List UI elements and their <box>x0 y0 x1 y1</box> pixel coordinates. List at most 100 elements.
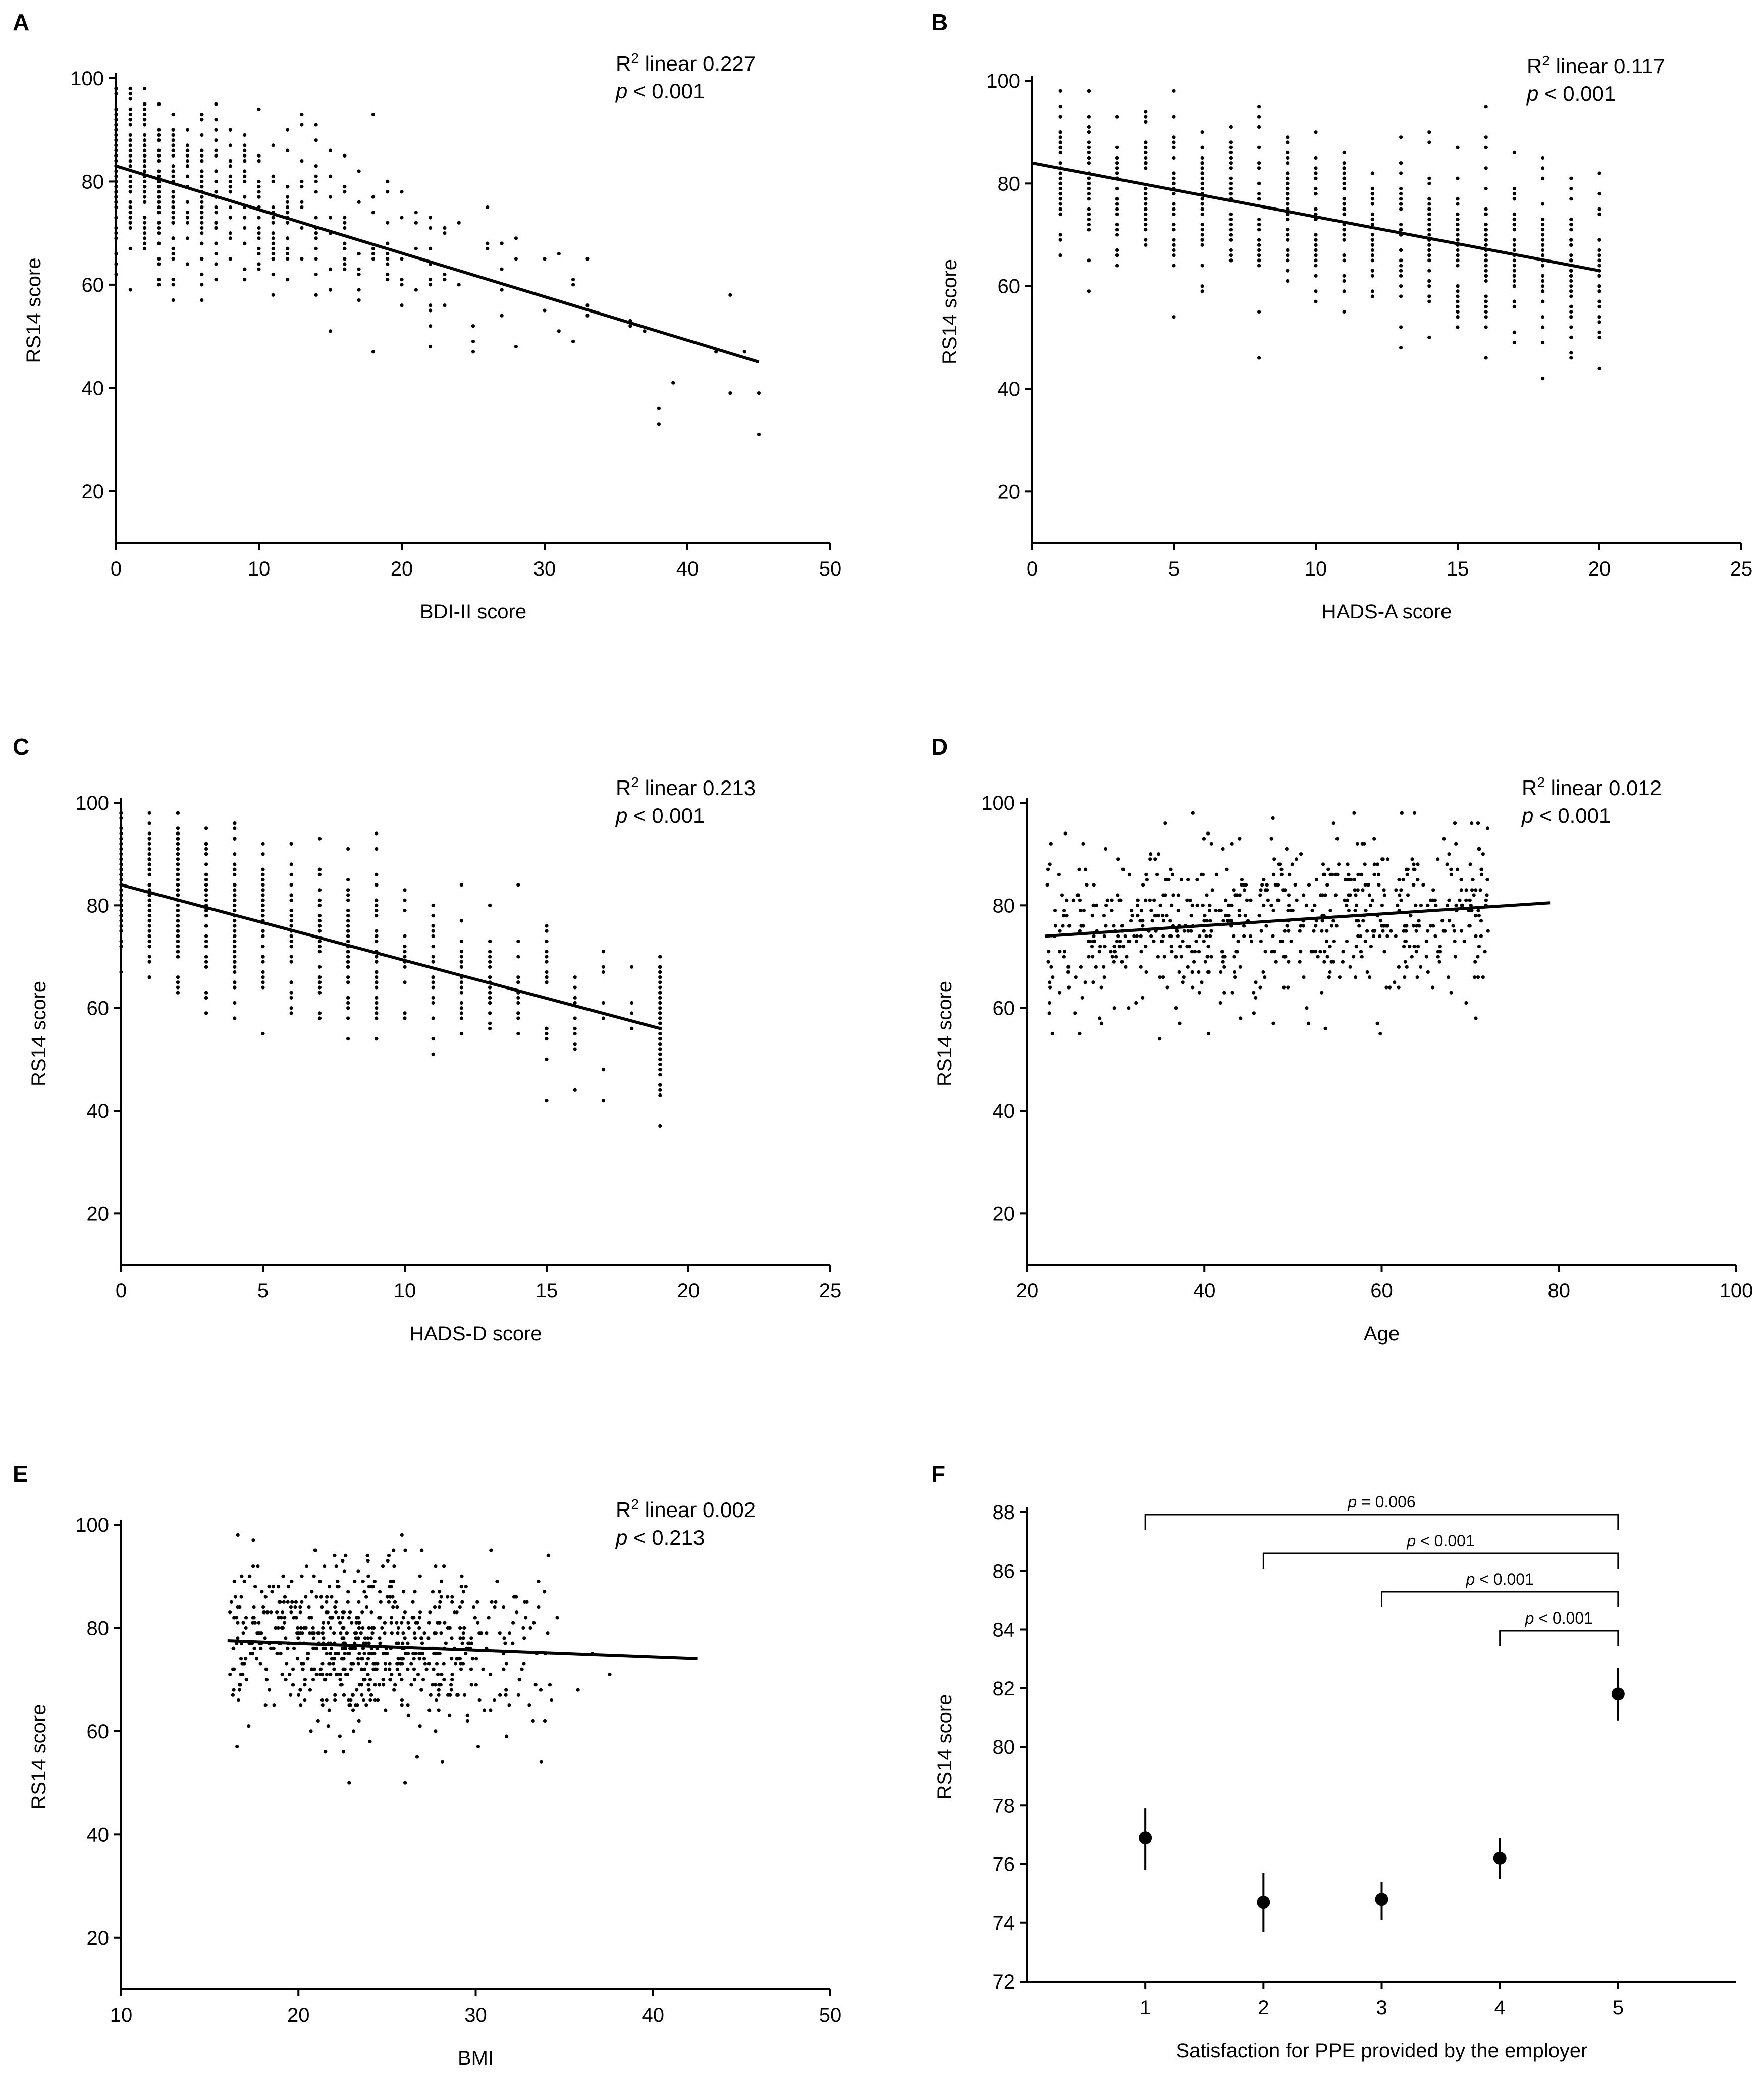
data-point <box>1484 212 1488 216</box>
x-axis-title: BDI-II score <box>420 601 526 623</box>
data-point <box>1076 893 1081 897</box>
data-point <box>1380 903 1384 907</box>
data-point <box>488 955 492 959</box>
data-point <box>176 872 180 876</box>
data-point <box>395 1621 399 1625</box>
data-point <box>1170 872 1175 876</box>
data-point <box>1276 883 1280 887</box>
data-point <box>1281 888 1286 892</box>
data-point <box>327 1708 331 1712</box>
data-point <box>1384 924 1388 928</box>
data-point <box>1314 192 1318 196</box>
data-point <box>1187 945 1192 949</box>
data-point <box>1058 186 1062 191</box>
data-point <box>358 1683 362 1687</box>
data-point <box>176 852 180 856</box>
data-point <box>383 1631 387 1635</box>
data-point <box>143 138 147 142</box>
comparison-bracket <box>1262 1552 1619 1569</box>
data-point <box>395 1667 399 1671</box>
data-point <box>1179 955 1183 959</box>
data-point <box>1372 872 1376 876</box>
data-point <box>176 826 180 830</box>
data-point <box>290 1579 294 1584</box>
y-tick-label: 82 <box>993 1678 1015 1700</box>
regression-line <box>116 164 760 364</box>
data-point <box>143 216 147 220</box>
data-point <box>147 831 151 836</box>
data-point <box>200 200 204 204</box>
data-point <box>128 148 132 152</box>
data-point <box>1144 238 1148 242</box>
data-point <box>573 985 577 990</box>
data-point <box>276 1585 281 1589</box>
data-point <box>391 1579 396 1584</box>
data-point <box>1270 950 1274 954</box>
data-point <box>1447 898 1451 902</box>
data-point <box>1203 914 1207 918</box>
data-point <box>1380 857 1384 861</box>
data-point <box>289 1006 293 1010</box>
data-point <box>1286 233 1290 237</box>
y-tick-label: 60 <box>87 998 110 1020</box>
data-point <box>1426 929 1430 933</box>
data-point <box>1225 867 1229 871</box>
data-point <box>488 903 492 907</box>
data-point <box>1416 877 1420 882</box>
data-point <box>416 1672 420 1677</box>
data-point <box>1375 862 1379 866</box>
data-point <box>1325 955 1329 959</box>
x-tick-label: 40 <box>1193 1280 1216 1302</box>
data-point <box>1104 924 1108 928</box>
data-point <box>1279 867 1284 871</box>
data-point <box>1221 960 1225 964</box>
data-point <box>1321 872 1326 876</box>
data-point <box>204 893 208 897</box>
data-point <box>431 1037 435 1041</box>
data-point <box>403 965 407 969</box>
data-point <box>1115 248 1119 252</box>
data-point <box>443 226 447 230</box>
data-point <box>143 231 147 235</box>
data-point <box>428 1610 432 1615</box>
data-point <box>1484 315 1488 319</box>
x-tick-label: 60 <box>1370 1280 1393 1302</box>
data-point <box>350 1621 354 1625</box>
data-point <box>1228 233 1233 237</box>
data-point <box>361 1626 365 1630</box>
data-point <box>334 1610 338 1615</box>
data-point <box>257 159 261 163</box>
data-point <box>1117 945 1121 949</box>
data-point <box>398 1662 402 1666</box>
data-point <box>200 153 204 158</box>
data-point <box>279 1651 283 1656</box>
data-point <box>1343 898 1347 902</box>
data-point <box>1058 950 1062 954</box>
data-point <box>412 1631 416 1635</box>
data-point <box>1102 975 1106 979</box>
data-point <box>396 1626 400 1630</box>
data-point <box>200 195 204 199</box>
data-point <box>381 1683 386 1687</box>
data-point <box>383 1662 387 1666</box>
data-point <box>1229 919 1233 923</box>
data-point <box>1286 186 1290 191</box>
data-point <box>400 1678 404 1682</box>
data-point <box>486 241 490 245</box>
y-tick-label: 40 <box>993 1100 1015 1122</box>
data-point <box>1228 161 1233 165</box>
data-point <box>157 128 161 132</box>
data-point <box>314 138 318 142</box>
data-point <box>356 1569 360 1573</box>
data-point <box>537 1579 541 1584</box>
data-point <box>1227 903 1231 907</box>
data-point <box>1062 908 1066 913</box>
data-point <box>1370 192 1374 196</box>
data-point <box>291 1683 295 1687</box>
data-point <box>1203 960 1207 964</box>
data-point <box>1067 924 1072 928</box>
data-point <box>507 1703 511 1707</box>
data-point <box>1378 919 1382 923</box>
data-point <box>375 970 379 974</box>
data-point <box>185 211 190 215</box>
